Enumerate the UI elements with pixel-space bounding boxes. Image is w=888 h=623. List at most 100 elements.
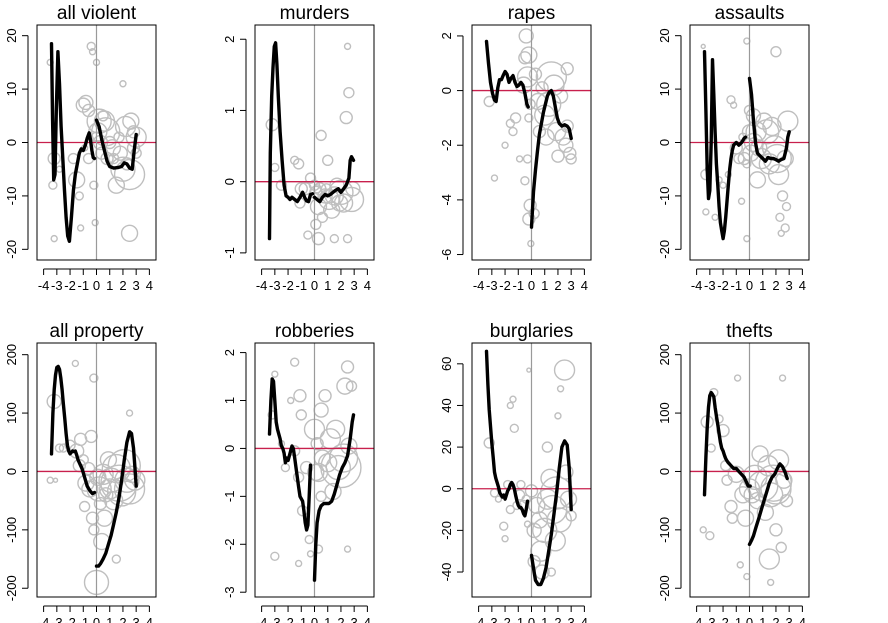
bubble-point (724, 499, 738, 514)
bubble-point (751, 445, 769, 463)
bubble-point (340, 360, 355, 374)
x-tick-label: 3 (133, 278, 140, 293)
bubble-point (271, 370, 279, 378)
bubble-point (295, 409, 307, 421)
y-tick-label: 200 (4, 344, 19, 366)
bubble-point (565, 153, 577, 165)
x-tick-label: 4 (146, 278, 153, 293)
x-tick-label: -4 (38, 615, 50, 623)
panel-title: rapes (508, 3, 556, 24)
bubble-point (776, 190, 789, 202)
x-tick-label: 4 (581, 278, 588, 293)
bubble-point (84, 429, 98, 444)
x-tick-label: -1 (295, 615, 307, 623)
y-tick-label: -100 (657, 517, 672, 543)
bubble-point (310, 218, 322, 231)
bubble-point (113, 473, 146, 505)
bubble-point (700, 43, 706, 50)
x-tick-label: -2 (717, 615, 729, 623)
x-tick-label: 0 (746, 615, 753, 623)
bubble-point (54, 443, 65, 453)
y-tick-label: 0 (222, 445, 237, 452)
bubble-point (304, 534, 314, 545)
bubble-point (546, 567, 557, 577)
y-tick-label: 2 (222, 349, 237, 356)
x-tick-label: 4 (799, 615, 806, 623)
x-tick-label: -3 (51, 278, 63, 293)
bubble-point (294, 559, 303, 568)
y-tick-label: -10 (657, 187, 672, 206)
y-tick-label: 40 (439, 398, 454, 412)
panel-title: all violent (57, 3, 137, 24)
bubble-point (777, 110, 799, 132)
bubble-point (292, 158, 305, 170)
bubble-point (89, 180, 99, 190)
panel-title: burglaries (490, 321, 573, 342)
bubble-point (528, 67, 543, 81)
bubble-point (46, 476, 54, 484)
bubble-point (303, 230, 313, 240)
bubble-point (52, 477, 59, 483)
bubble-point (775, 212, 785, 222)
plot-frame (36, 24, 157, 261)
bubble-point (112, 145, 129, 161)
x-tick-label: -4 (691, 278, 703, 293)
bubble-point (336, 377, 354, 395)
x-tick-label: 4 (364, 615, 371, 623)
bubble-point (338, 186, 365, 213)
x-tick-label: 2 (772, 278, 779, 293)
bubble-point (293, 389, 307, 403)
x-tick-label: -1 (730, 615, 742, 623)
x-tick-label: -4 (473, 278, 485, 293)
x-tick-label: 4 (581, 615, 588, 623)
bubble-point (299, 460, 314, 475)
bubble-point (516, 66, 539, 88)
x-tick-label: 3 (786, 278, 793, 293)
bubble-point (556, 385, 565, 393)
bubble-point (770, 46, 782, 58)
bubble-point (508, 126, 518, 137)
bubble-point (505, 504, 516, 515)
bubble-point (98, 487, 114, 503)
y-tick-label: -200 (4, 575, 19, 601)
y-tick-label: -20 (4, 240, 19, 259)
bubble-point (71, 359, 80, 368)
bubble-point (766, 578, 775, 587)
bubble-point (775, 541, 787, 554)
fit-line-post (312, 413, 356, 582)
x-tick-label: 0 (93, 278, 100, 293)
x-tick-label: -3 (269, 615, 281, 623)
bubble-point (325, 419, 346, 439)
y-tick-label: 100 (657, 402, 672, 424)
bubble-point (306, 550, 315, 558)
bubble-point (769, 523, 783, 537)
bubble-point (483, 437, 495, 449)
x-tick-label: -3 (486, 278, 498, 293)
x-tick-label: 1 (324, 278, 331, 293)
bubble-point (76, 224, 85, 232)
bubble-point (780, 223, 790, 233)
x-tick-label: -2 (282, 278, 294, 293)
bubble-point (736, 561, 744, 569)
x-tick-label: 3 (351, 278, 358, 293)
bubble-point (119, 80, 127, 88)
plot-frame (471, 24, 592, 261)
bubble-point (733, 152, 745, 165)
bubble-point (518, 28, 534, 44)
bubble-point (88, 48, 97, 56)
y-tick-label: 1 (222, 397, 237, 404)
y-tick-label: -100 (4, 517, 19, 543)
x-tick-label: 1 (541, 278, 548, 293)
y-tick-label: -2 (439, 139, 454, 151)
bubble-point (522, 154, 533, 164)
bubble-point (778, 374, 787, 382)
y-tick-label: -1 (222, 491, 237, 503)
x-tick-label: 2 (554, 615, 561, 623)
x-tick-label: 1 (106, 615, 113, 623)
x-tick-label: 0 (746, 278, 753, 293)
fit-line-post (747, 462, 789, 547)
bubble-point (721, 474, 733, 486)
fit-line-pre (702, 390, 752, 497)
y-tick-label: -40 (439, 563, 454, 582)
x-tick-label: 4 (146, 615, 153, 623)
